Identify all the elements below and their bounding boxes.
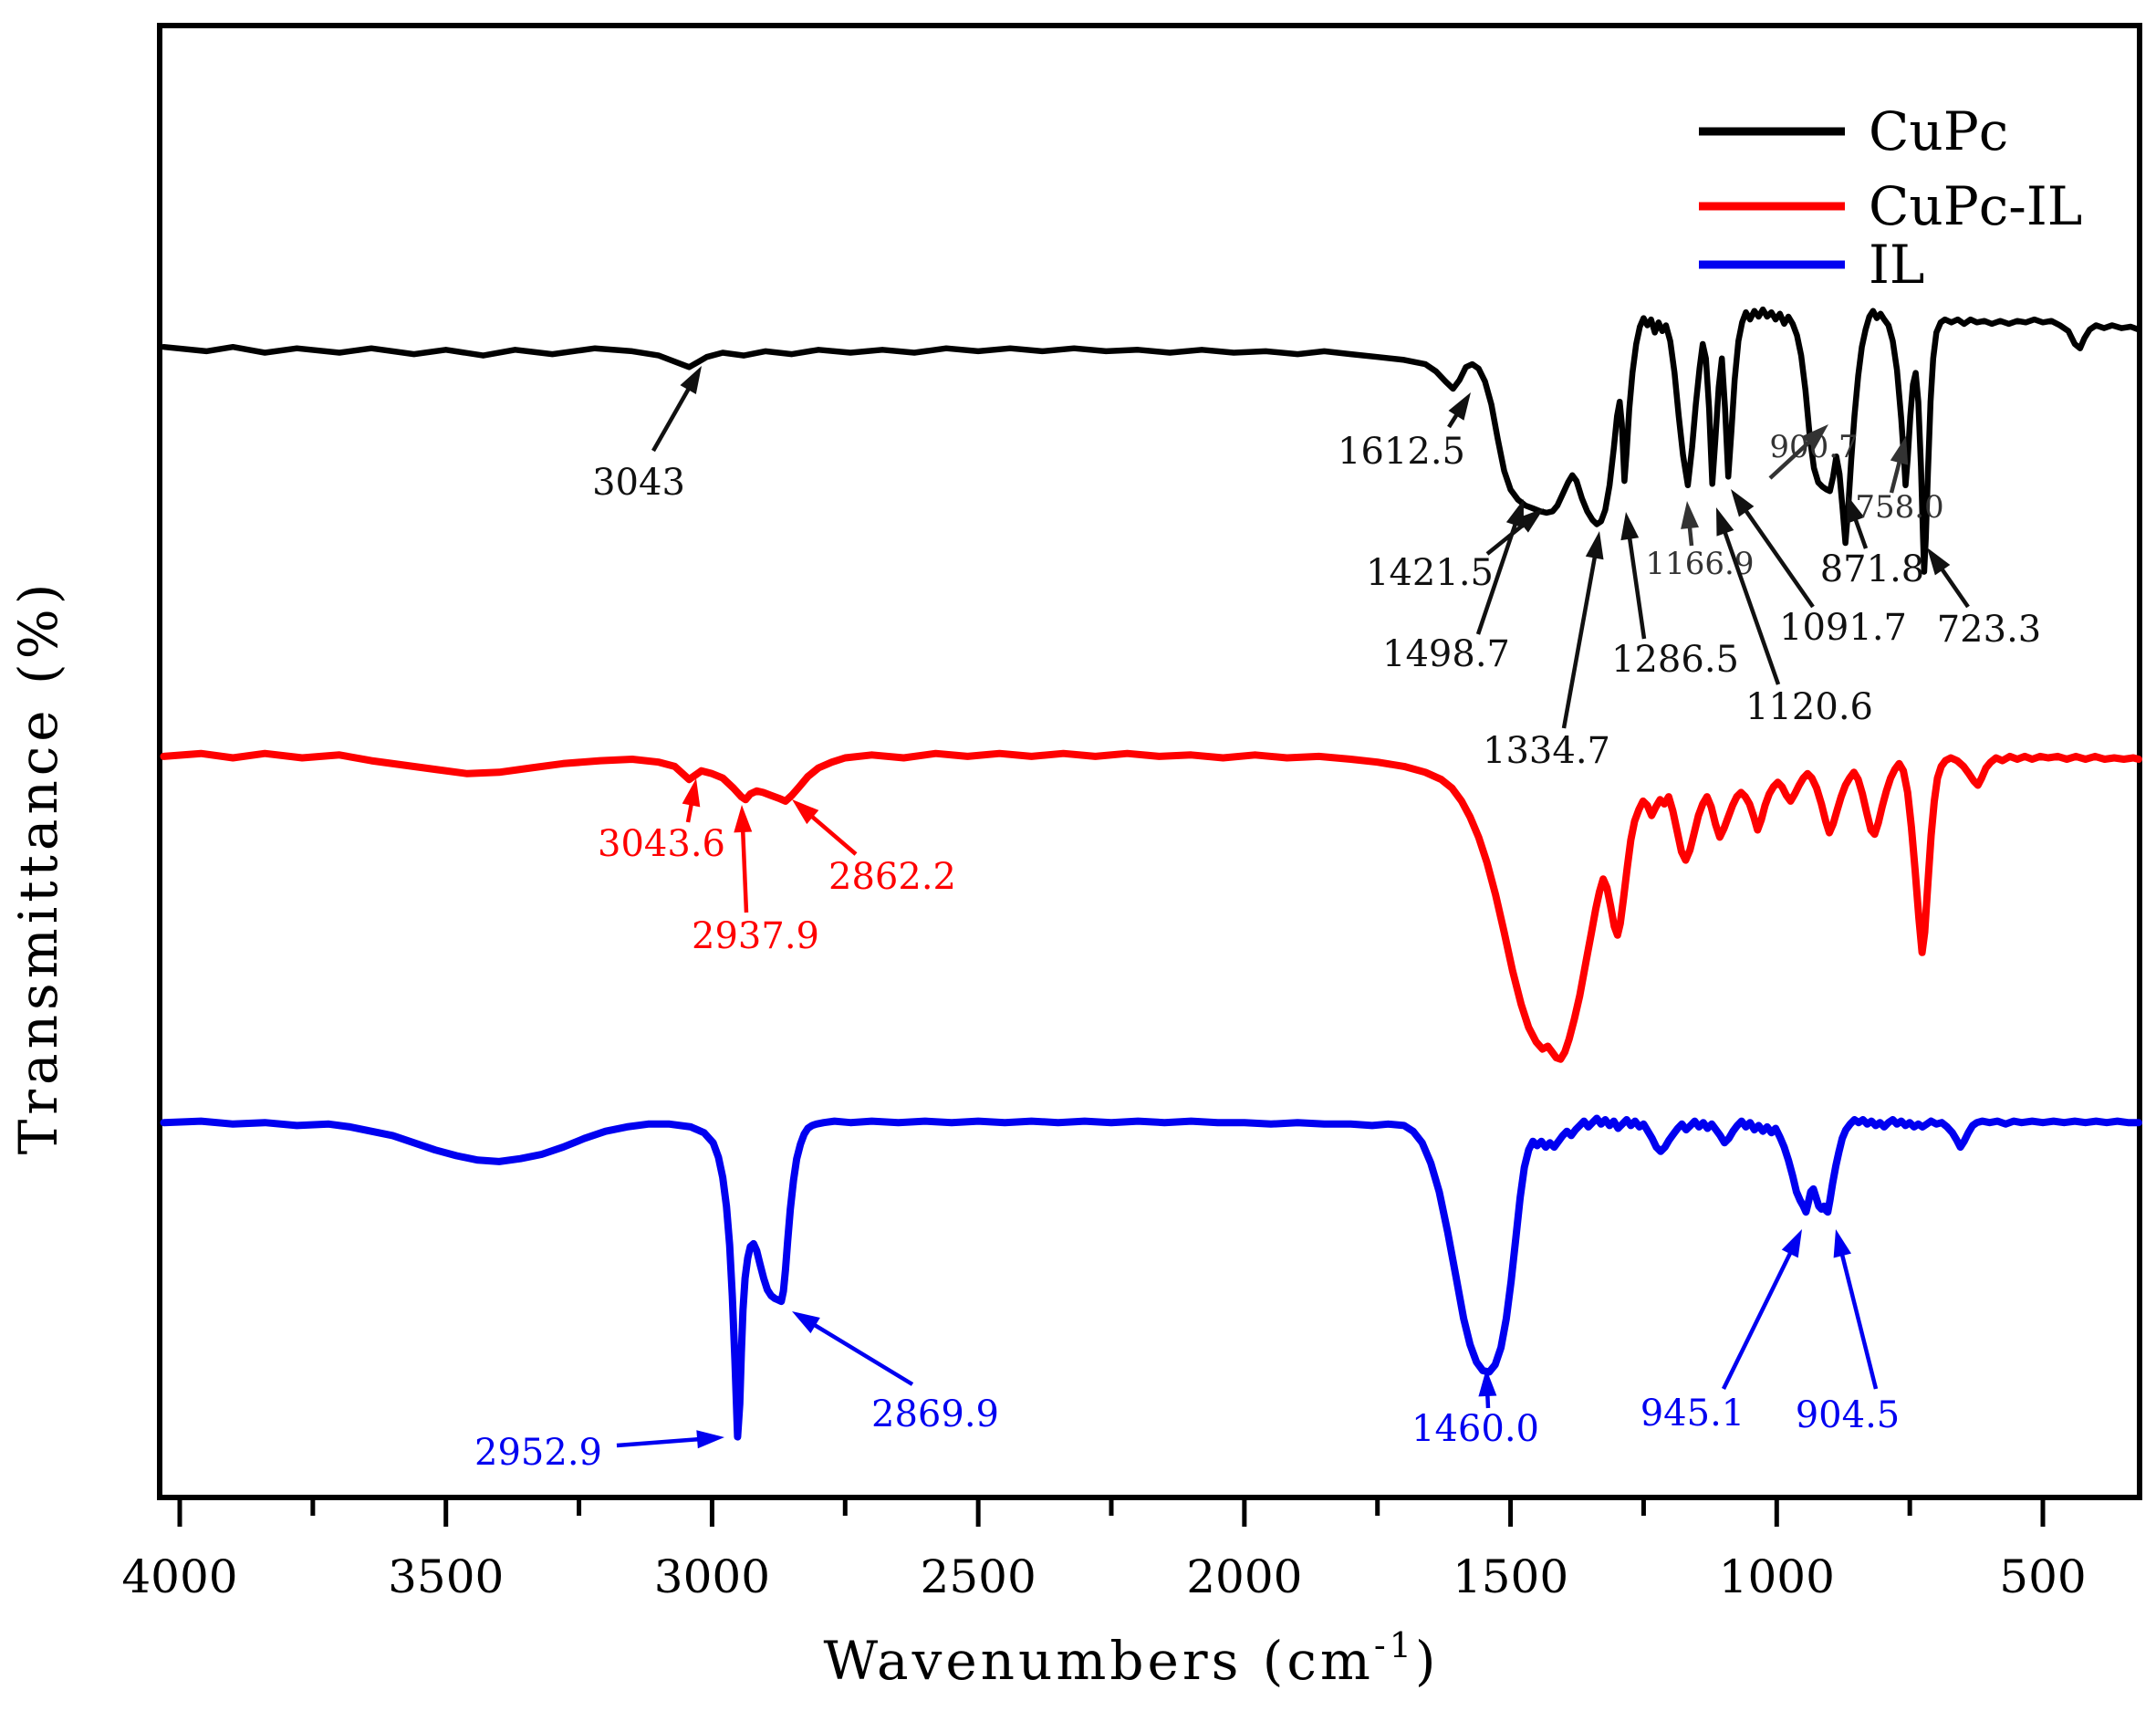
annotation-arrow-head [1505, 499, 1524, 528]
annotation-arrow-head [1890, 436, 1909, 465]
annotation-arrow-line [616, 1436, 703, 1448]
annotation-arrow-line [740, 826, 749, 913]
annotation-arrow-line [1838, 1249, 1879, 1390]
annotation-arrow-head [1731, 489, 1755, 517]
peak-label: 758.0 [1855, 489, 1943, 526]
annotation-arrow-head [792, 799, 819, 825]
peak-label: 2869.9 [871, 1393, 999, 1435]
annotation-arrow-line [807, 811, 858, 856]
annotation-arrow-line [1889, 456, 1903, 494]
annotation-arrow-head [1833, 1229, 1852, 1258]
annotation-arrow-head [1448, 392, 1471, 421]
annotation-arrow-head [696, 1430, 724, 1449]
peak-label: 1120.6 [1745, 686, 1873, 728]
series-line-il [160, 1114, 2142, 1441]
annotation-arrow-head [682, 778, 701, 808]
annotation-arrow-line [1721, 1247, 1795, 1390]
annotation-arrow-head [1681, 501, 1699, 529]
x-tick-label: 1000 [1719, 1550, 1835, 1603]
annotation-arrow-line [1561, 552, 1598, 729]
x-axis-title: Wavenumbers (cm-1) [823, 1625, 1439, 1692]
annotation-arrow-head [1620, 512, 1640, 541]
annotation-arrow-head [680, 366, 702, 395]
legend-label-cupc-il: CuPc-IL [1869, 175, 2082, 237]
annotation-arrow-line [1475, 519, 1519, 635]
legend-label-cupc: CuPc [1869, 100, 2008, 162]
series-line-cupc [161, 306, 2142, 575]
annotation-arrow-line [1851, 514, 1869, 549]
peak-label: 3043 [592, 462, 685, 504]
series-line-cupc-il [160, 749, 2142, 1063]
annotation-arrow-line [809, 1320, 914, 1386]
peak-label: 1421.5 [1366, 552, 1494, 594]
annotation-arrow-head [792, 1311, 820, 1334]
annotation-arrow-head [1781, 1229, 1802, 1258]
x-tick-label: 4000 [121, 1550, 237, 1603]
peak-label: 2952.9 [474, 1432, 602, 1474]
plot-frame [157, 23, 2142, 1500]
annotation-arrow-line [651, 383, 693, 453]
peak-label: 723.3 [1937, 609, 2042, 651]
peak-label: 1286.5 [1611, 639, 1739, 681]
annotation-arrow-line [1627, 533, 1647, 640]
peak-label: 871.8 [1820, 548, 1925, 590]
x-tick-label: 2000 [1186, 1550, 1302, 1603]
annotation-arrow-head [1802, 424, 1828, 450]
peak-label: 900.7 [1769, 429, 1858, 465]
legend-label-il: IL [1869, 234, 1924, 296]
annotation-arrow-head [1478, 1369, 1497, 1397]
annotation-arrow-line [1485, 520, 1528, 556]
x-tick-label: 1500 [1453, 1550, 1568, 1603]
annotation-arrow-head [1847, 495, 1865, 524]
peak-label: 1460.0 [1411, 1408, 1539, 1450]
x-tick-label: 3500 [388, 1550, 504, 1603]
peak-label: 2937.9 [692, 915, 819, 957]
annotation-arrow-line [1768, 437, 1814, 480]
peak-label: 1091.7 [1779, 607, 1907, 649]
annotation-arrow-line [1741, 506, 1815, 609]
annotation-arrow-head [1716, 507, 1734, 537]
annotation-arrow-head [1585, 531, 1604, 560]
annotation-arrow-line [1937, 564, 1970, 609]
annotation-arrow-head [734, 805, 753, 833]
peak-label: 1334.7 [1483, 730, 1610, 772]
x-tick-label: 3000 [654, 1550, 770, 1603]
peak-label: 2862.2 [828, 856, 956, 898]
y-axis-title: Transmittance (%) [7, 579, 69, 1155]
x-tick-label: 500 [1999, 1550, 2086, 1603]
annotation-arrow-head [1927, 548, 1951, 576]
x-tick-label: 2500 [921, 1550, 1036, 1603]
peak-label: 1498.7 [1382, 633, 1510, 675]
peak-label: 945.1 [1640, 1393, 1745, 1435]
annotation-arrow-line [1721, 527, 1781, 685]
peak-label: 904.5 [1796, 1394, 1901, 1436]
peak-label: 1612.5 [1338, 431, 1465, 473]
peak-label: 3043.6 [598, 823, 725, 865]
